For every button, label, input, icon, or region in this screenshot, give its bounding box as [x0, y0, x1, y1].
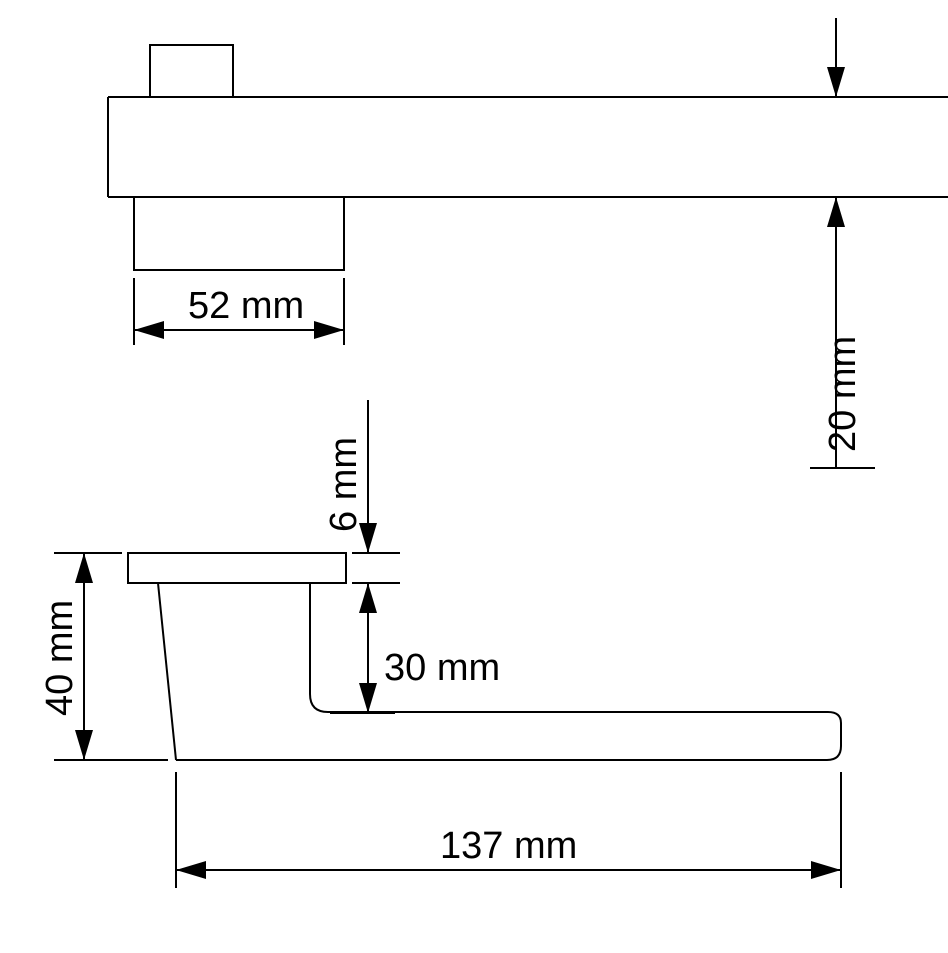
- dim-20mm: 20 mm: [810, 18, 875, 468]
- arrow-right-icon: [811, 861, 841, 879]
- side-plate: [128, 553, 346, 583]
- dim-6mm: 6 mm: [323, 400, 400, 630]
- arrow-up-icon: [827, 197, 845, 227]
- arrow-down-icon: [827, 67, 845, 97]
- top-plate: [134, 197, 344, 270]
- dim-52-label: 52 mm: [188, 285, 304, 327]
- dim-30-label: 30 mm: [384, 647, 500, 689]
- dim-52mm: 52 mm: [134, 278, 344, 345]
- arrow-left-icon: [176, 861, 206, 879]
- top-view: 52 mm 20 mm: [108, 18, 948, 468]
- top-main-bar: [108, 97, 948, 197]
- arrow-up-icon: [75, 553, 93, 583]
- top-small-block: [150, 45, 233, 97]
- arrow-down-icon: [75, 730, 93, 760]
- side-view: 6 mm 30 mm 40 mm: [39, 400, 841, 888]
- arrow-right-icon: [314, 321, 344, 339]
- arrow-down-icon: [359, 683, 377, 713]
- dim-20-label: 20 mm: [822, 336, 864, 452]
- dim-40-label: 40 mm: [39, 600, 81, 716]
- dim-137-label: 137 mm: [440, 825, 577, 867]
- technical-drawing: 52 mm 20 mm: [0, 0, 948, 953]
- arrow-up-icon: [359, 583, 377, 613]
- dim-40mm: 40 mm: [39, 553, 168, 760]
- dim-30mm: 30 mm: [330, 630, 500, 713]
- arrow-left-icon: [134, 321, 164, 339]
- dim-6-label: 6 mm: [323, 437, 365, 532]
- dim-137mm: 137 mm: [176, 772, 841, 888]
- side-lever-outline: [176, 583, 841, 760]
